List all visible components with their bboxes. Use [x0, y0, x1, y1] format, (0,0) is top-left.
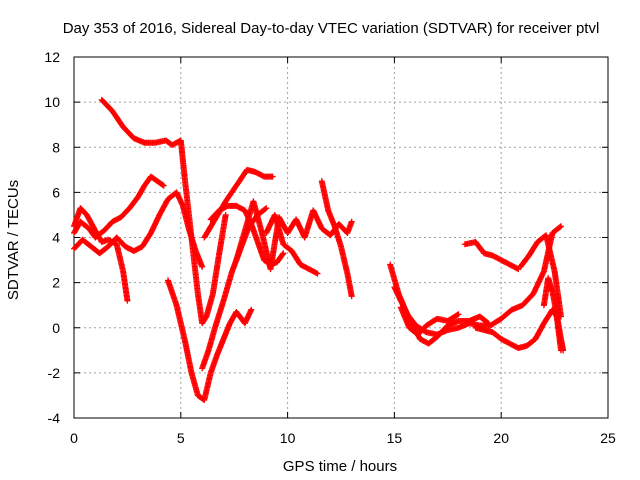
data-point — [222, 211, 229, 218]
x-tick-label: 25 — [600, 430, 616, 446]
data-point — [348, 293, 355, 300]
y-axis-label: SDTVAR / TECUs — [5, 180, 22, 300]
x-tick-label: 0 — [70, 430, 78, 446]
y-tick-label: -2 — [48, 365, 61, 381]
data-point — [556, 224, 563, 231]
chart-title: Day 353 of 2016, Sidereal Day-to-day VTE… — [63, 20, 600, 37]
y-tick-label: -4 — [48, 410, 61, 426]
data-point — [124, 297, 131, 304]
series-arc14 — [397, 304, 462, 338]
data-point — [248, 306, 255, 313]
y-tick-label: 8 — [52, 139, 60, 155]
series-arc13 — [391, 284, 492, 347]
data-point — [279, 251, 286, 258]
data-point — [314, 270, 321, 277]
data-point — [160, 182, 167, 189]
series-arc1 — [98, 96, 229, 327]
y-tick-label: 10 — [44, 94, 60, 110]
series-arc18 — [540, 275, 567, 354]
data-point — [159, 181, 166, 188]
data-point — [269, 173, 276, 180]
series-arc17 — [517, 232, 565, 320]
series-arc16 — [472, 306, 565, 354]
data-point — [454, 311, 461, 318]
x-tick-label: 15 — [387, 430, 403, 446]
x-tick-label: 20 — [493, 430, 509, 446]
x-axis-label: GPS time / hours — [283, 458, 397, 475]
data-point — [199, 263, 206, 270]
series-arc4 — [71, 189, 206, 270]
data-point — [484, 319, 491, 326]
data-point — [280, 250, 287, 257]
data-point — [262, 206, 269, 213]
data-points — [71, 96, 567, 403]
data-point — [455, 311, 462, 318]
y-tick-label: 0 — [52, 320, 60, 336]
y-tick-label: 6 — [52, 184, 60, 200]
y-tick-label: 2 — [52, 275, 60, 291]
data-point — [348, 218, 355, 225]
series-arc11 — [318, 178, 355, 300]
series-arc3 — [71, 173, 167, 241]
series-arc12 — [387, 223, 565, 338]
axis-ticks: 0 5 10 15 20 25 -4 -2 0 2 4 6 8 10 12 — [44, 49, 616, 446]
y-tick-label: 4 — [52, 230, 60, 246]
data-point — [263, 205, 270, 212]
x-tick-label: 5 — [177, 430, 185, 446]
data-point — [485, 320, 492, 327]
y-tick-label: 12 — [44, 49, 60, 65]
series-arc10 — [263, 211, 321, 277]
series-arc15 — [461, 239, 522, 273]
data-point — [558, 223, 565, 230]
x-tick-label: 10 — [280, 430, 296, 446]
series-arc5 — [164, 277, 255, 403]
data-point — [560, 347, 567, 354]
series-arc7 — [201, 166, 276, 241]
